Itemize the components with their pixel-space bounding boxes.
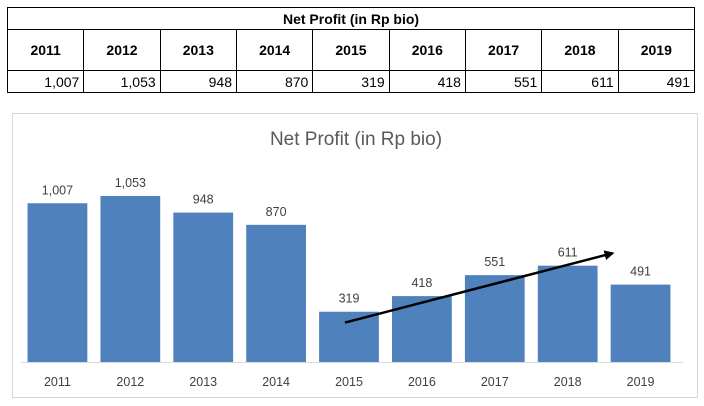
x-tick-label: 2014 — [262, 375, 290, 389]
bar-labels-group: 1,007 1,053 948 870 319 418 551 611 491 — [42, 176, 651, 306]
table-value-cell: 491 — [617, 70, 696, 93]
bar-2012 — [100, 196, 161, 362]
bar-2019 — [610, 284, 671, 362]
table-year-cell: 2019 — [617, 29, 696, 71]
table-value-row: 1,007 1,053 948 870 319 418 551 611 491 — [6, 70, 696, 93]
x-tick-label: 2012 — [116, 375, 144, 389]
table-year-cell: 2015 — [312, 29, 390, 71]
x-tick-label: 2019 — [627, 375, 655, 389]
table-year-cell: 2017 — [464, 29, 543, 71]
table-value-cell: 948 — [159, 70, 237, 93]
bar-value-label: 611 — [558, 246, 578, 260]
bar-value-label: 491 — [630, 265, 651, 279]
table-value-cell: 418 — [388, 70, 466, 93]
bar-value-label: 870 — [266, 205, 287, 219]
x-tick-label: 2013 — [189, 375, 217, 389]
bar-2013 — [173, 212, 234, 362]
table-value-cell: 611 — [541, 70, 619, 93]
x-tick-labels: 2011 2012 2013 2014 2015 2016 2017 2018 2019 — [44, 375, 655, 389]
bar-2015 — [319, 311, 379, 362]
bar-value-label: 319 — [339, 292, 360, 306]
table-year-cell: 2018 — [541, 29, 619, 71]
bar-chart: Net Profit (in Rp bio) 1,007 1,053 948 870 3… — [21, 129, 683, 389]
bar-2016 — [392, 296, 452, 362]
trend-annotation — [344, 250, 615, 324]
table-year-row: 2011 2012 2013 2014 2015 2016 2017 2018 … — [6, 29, 696, 71]
table-value-cell: 1,053 — [83, 70, 161, 93]
table-year-cell: 2012 — [83, 29, 161, 71]
table-value-cell: 319 — [312, 70, 390, 93]
bar-value-label: 551 — [484, 255, 505, 269]
x-tick-label: 2011 — [44, 375, 71, 389]
bar-value-label: 418 — [411, 276, 432, 290]
table-value-cell: 551 — [464, 70, 543, 93]
table-value-cell: 870 — [235, 70, 314, 93]
bars-group — [27, 196, 671, 362]
table-title: Net Profit (in Rp bio) — [7, 7, 695, 30]
bar-2018 — [537, 265, 598, 362]
x-tick-label: 2015 — [335, 375, 363, 389]
x-tick-label: 2018 — [554, 375, 582, 389]
bar-2011 — [27, 203, 88, 362]
x-tick-label: 2016 — [408, 375, 436, 389]
bar-value-label: 1,007 — [42, 183, 73, 197]
chart-frame: Net Profit (in Rp bio) 1,007 1,053 948 870 3… — [12, 113, 698, 398]
table-year-cell: 2016 — [388, 29, 466, 71]
table-year-cell: 2014 — [235, 29, 314, 71]
bar-2014 — [246, 224, 306, 362]
trend-arrow — [344, 250, 615, 324]
table-title-row: Net Profit (in Rp bio) — [7, 7, 695, 30]
table-year-cell: 2011 — [6, 29, 85, 71]
bar-value-label: 1,053 — [115, 176, 146, 190]
bar-value-label: 948 — [193, 193, 214, 207]
chart-title: Net Profit (in Rp bio) — [270, 129, 442, 150]
net-profit-table: Net Profit (in Rp bio) 2011 2012 2013 20… — [6, 7, 696, 93]
table-value-cell: 1,007 — [6, 70, 85, 93]
x-tick-label: 2017 — [481, 375, 509, 389]
table-year-cell: 2013 — [159, 29, 237, 71]
